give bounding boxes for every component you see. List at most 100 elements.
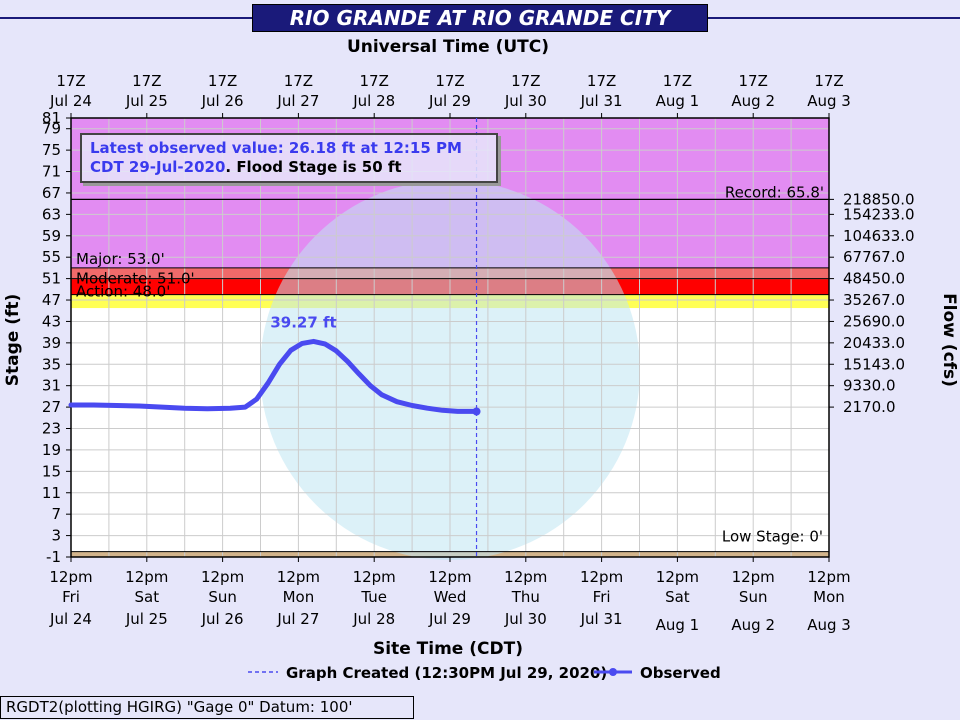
- flow-tick-label: 2170.0: [843, 398, 896, 416]
- y-tick-label: 39: [42, 334, 61, 352]
- y-tick-label: 7: [51, 505, 61, 523]
- bottom-tick-label-date: Jul 26: [201, 610, 244, 628]
- bottom-tick-label-date: Jul 29: [428, 610, 471, 628]
- top-tick-label-date: Jul 27: [276, 92, 319, 110]
- bottom-tick-label-date: Jul 24: [49, 610, 92, 628]
- legend-observed-marker: [609, 668, 617, 676]
- top-tick-label-time: 17Z: [284, 72, 313, 90]
- legend-created-label: Graph Created (12:30PM Jul 29, 2020): [286, 664, 607, 682]
- bottom-tick-label-date: Aug 1: [656, 616, 700, 634]
- bottom-tick-label-day: Fri: [593, 588, 611, 606]
- flow-tick-label: 104633.0: [843, 227, 915, 245]
- y-tick-label: 31: [42, 377, 61, 395]
- top-tick-label-date: Jul 26: [201, 92, 244, 110]
- bottom-tick-label-day: Mon: [283, 588, 315, 606]
- top-tick-label-date: Aug 3: [807, 92, 851, 110]
- top-tick-label-time: 17Z: [56, 72, 85, 90]
- y-tick-label: 59: [42, 227, 61, 245]
- y-tick-label: 23: [42, 420, 61, 438]
- top-tick-label-time: 17Z: [360, 72, 389, 90]
- bottom-tick-label-time: 12pm: [504, 568, 547, 586]
- flow-tick-label: 20433.0: [843, 334, 905, 352]
- bottom-tick-label-time: 12pm: [807, 568, 850, 586]
- x-label-top: Universal Time (UTC): [347, 37, 549, 57]
- bottom-tick-label-day: Tue: [360, 588, 387, 606]
- bottom-tick-label-date: Jul 28: [352, 610, 395, 628]
- title-bar: RIO GRANDE AT RIO GRANDE CITY: [0, 4, 960, 32]
- bottom-tick-label-day: Sun: [739, 588, 768, 606]
- bottom-tick-label-day: Wed: [434, 588, 467, 606]
- bottom-tick-label-time: 12pm: [125, 568, 168, 586]
- legend: Graph Created (12:30PM Jul 29, 2020) Obs…: [248, 664, 721, 682]
- y-tick-label: 27: [42, 398, 61, 416]
- y-tick-label: 67: [42, 184, 61, 202]
- chart-title: RIO GRANDE AT RIO GRANDE CITY: [252, 4, 708, 32]
- y-label-left: Stage (ft): [3, 294, 23, 387]
- bottom-tick-label-day: Sat: [134, 588, 159, 606]
- latest-value-box: Latest observed value: 26.18 ft at 12:15…: [80, 133, 498, 183]
- y-tick-label: 47: [42, 291, 61, 309]
- x-label-bottom: Site Time (CDT): [373, 639, 523, 659]
- record-label: Record: 65.8': [725, 183, 824, 201]
- flow-tick-label: 218850.0: [843, 190, 915, 208]
- bottom-tick-label-date: Jul 27: [276, 610, 319, 628]
- y-tick-label: -1: [46, 548, 61, 566]
- top-tick-label-time: 17Z: [511, 72, 540, 90]
- latest-value-sep: .: [225, 158, 237, 176]
- top-tick-label-date: Jul 28: [352, 92, 395, 110]
- title-rule-left: [0, 17, 252, 19]
- top-tick-label-time: 17Z: [663, 72, 692, 90]
- flow-tick-label: 35267.0: [843, 291, 905, 309]
- top-tick-label-time: 17Z: [814, 72, 843, 90]
- top-tick-label-time: 17Z: [132, 72, 161, 90]
- bottom-tick-label-time: 12pm: [201, 568, 244, 586]
- bottom-tick-label-day: Sun: [208, 588, 237, 606]
- y-tick-label: 35: [42, 355, 61, 373]
- top-tick-label-date: Aug 2: [731, 92, 775, 110]
- bottom-tick-label-time: 12pm: [428, 568, 471, 586]
- top-tick-label-date: Jul 31: [580, 92, 623, 110]
- bottom-tick-label-date: Jul 31: [580, 610, 623, 628]
- bottom-tick-label-time: 12pm: [656, 568, 699, 586]
- bottom-tick-label-day: Thu: [511, 588, 540, 606]
- flow-tick-label: 15143.0: [843, 355, 905, 373]
- y-tick-label: 81: [42, 109, 61, 127]
- y-tick-label: 51: [42, 270, 61, 288]
- bottom-tick-label-date: Aug 3: [807, 616, 851, 634]
- low-stage-label: Low Stage: 0': [722, 528, 823, 546]
- latest-value-line1: Latest observed value: 26.18 ft at 12:15…: [90, 139, 462, 157]
- bottom-tick-label-date: Jul 30: [504, 610, 547, 628]
- y-tick-label: 55: [42, 248, 61, 266]
- y-tick-label: 43: [42, 312, 61, 330]
- flow-tick-label: 25690.0: [843, 312, 905, 330]
- y-tick-label: 11: [42, 484, 61, 502]
- top-tick-label-date: Jul 24: [49, 92, 92, 110]
- top-tick-label-date: Aug 1: [656, 92, 700, 110]
- bottom-tick-label-day: Mon: [813, 588, 845, 606]
- top-tick-label-date: Jul 25: [125, 92, 168, 110]
- major-label: Major: 53.0': [76, 250, 165, 268]
- footer-datum: RGDT2(plotting HGIRG) "Gage 0" Datum: 10…: [0, 696, 414, 719]
- latest-value-date: CDT 29-Jul-2020: [90, 158, 226, 176]
- flow-tick-label: 9330.0: [843, 377, 896, 395]
- y-tick-label: 79: [42, 120, 61, 138]
- flow-tick-label: 48450.0: [843, 270, 905, 288]
- bottom-tick-label-date: Jul 25: [125, 610, 168, 628]
- top-tick-label-time: 17Z: [435, 72, 464, 90]
- bottom-tick-label-day: Sat: [665, 588, 690, 606]
- y-tick-label: 75: [42, 141, 61, 159]
- y-tick-label: 63: [42, 205, 61, 223]
- top-tick-label-time: 17Z: [739, 72, 768, 90]
- bottom-tick-label-date: Aug 2: [731, 616, 775, 634]
- title-rule-right: [708, 17, 960, 19]
- top-tick-label-date: Jul 29: [428, 92, 471, 110]
- action-label: Action: 48.0': [76, 283, 170, 301]
- flow-tick-label: 67767.0: [843, 248, 905, 266]
- bottom-tick-label-time: 12pm: [49, 568, 92, 586]
- y-tick-label: 71: [42, 163, 61, 181]
- bottom-tick-label-day: Fri: [62, 588, 80, 606]
- observed-series-line: [68, 338, 479, 414]
- legend-observed-label: Observed: [640, 664, 721, 682]
- bottom-tick-label-time: 12pm: [580, 568, 623, 586]
